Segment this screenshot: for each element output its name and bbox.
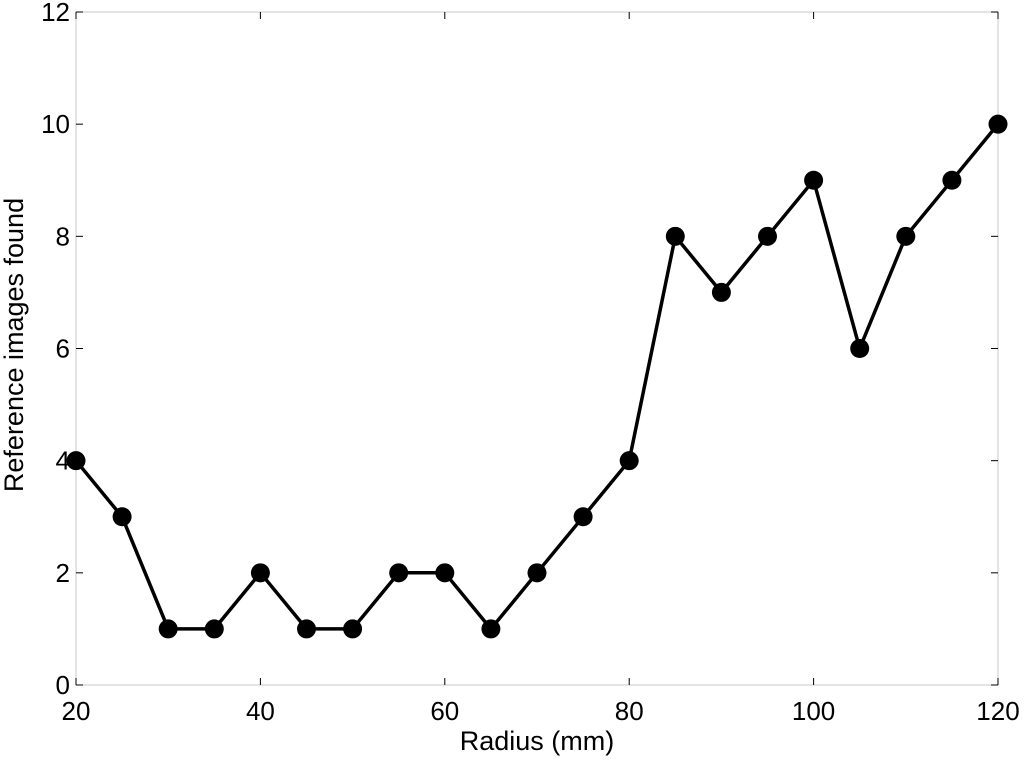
y-tick-label: 10 bbox=[41, 109, 70, 139]
data-point bbox=[711, 282, 731, 302]
data-point bbox=[481, 619, 501, 639]
data-point bbox=[389, 563, 409, 583]
data-point bbox=[896, 226, 916, 246]
y-tick-label: 2 bbox=[56, 558, 70, 588]
x-tick-label: 120 bbox=[976, 696, 1019, 726]
data-point bbox=[66, 451, 86, 471]
y-tick-label: 0 bbox=[56, 670, 70, 700]
series-line bbox=[74, 122, 1000, 631]
x-tick-label: 60 bbox=[430, 696, 459, 726]
data-point bbox=[204, 619, 224, 639]
y-axis-title: Reference images found bbox=[0, 198, 29, 492]
data-point-markers bbox=[66, 114, 1008, 639]
data-point bbox=[158, 619, 178, 639]
y-tick-label: 12 bbox=[41, 0, 70, 27]
x-tick-label: 80 bbox=[615, 696, 644, 726]
y-tick-label: 4 bbox=[56, 446, 70, 476]
data-point bbox=[850, 339, 870, 358]
data-point bbox=[573, 507, 593, 527]
data-point bbox=[804, 170, 824, 190]
y-tick-label: 8 bbox=[56, 221, 70, 251]
data-point bbox=[942, 170, 962, 190]
data-point bbox=[758, 226, 777, 246]
data-point bbox=[250, 563, 270, 583]
data-point bbox=[988, 114, 1008, 134]
x-axis-title: Radius (mm) bbox=[460, 726, 615, 756]
data-point bbox=[665, 226, 685, 246]
x-tick-label: 40 bbox=[246, 696, 275, 726]
data-point bbox=[297, 619, 316, 639]
data-point bbox=[527, 563, 547, 583]
data-point bbox=[343, 619, 363, 639]
y-tick-labels: 0 2 4 6 8 10 12 bbox=[41, 0, 70, 700]
data-point bbox=[435, 563, 455, 583]
y-tick-label: 6 bbox=[56, 334, 70, 364]
data-point bbox=[619, 451, 639, 471]
data-point bbox=[112, 507, 132, 527]
x-tick-labels: 20 40 60 80 100 120 bbox=[62, 696, 1020, 726]
x-tick-label: 20 bbox=[62, 696, 91, 726]
x-tick-label: 100 bbox=[792, 696, 835, 726]
